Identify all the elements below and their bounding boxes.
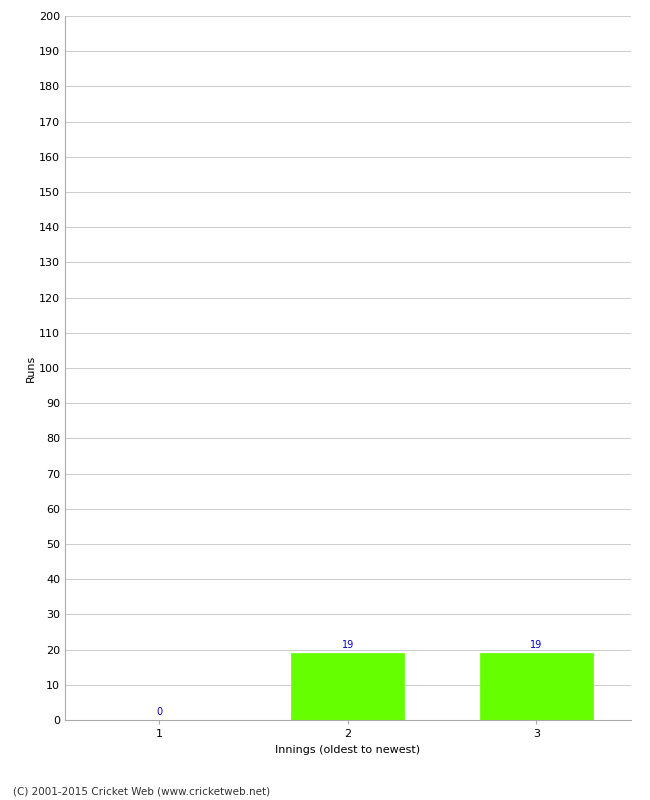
Text: 19: 19 (530, 640, 542, 650)
Text: 19: 19 (342, 640, 354, 650)
Text: 0: 0 (156, 707, 162, 718)
Text: (C) 2001-2015 Cricket Web (www.cricketweb.net): (C) 2001-2015 Cricket Web (www.cricketwe… (13, 786, 270, 796)
Bar (480, 653, 593, 720)
Bar (291, 653, 404, 720)
Y-axis label: Runs: Runs (26, 354, 36, 382)
X-axis label: Innings (oldest to newest): Innings (oldest to newest) (275, 745, 421, 754)
